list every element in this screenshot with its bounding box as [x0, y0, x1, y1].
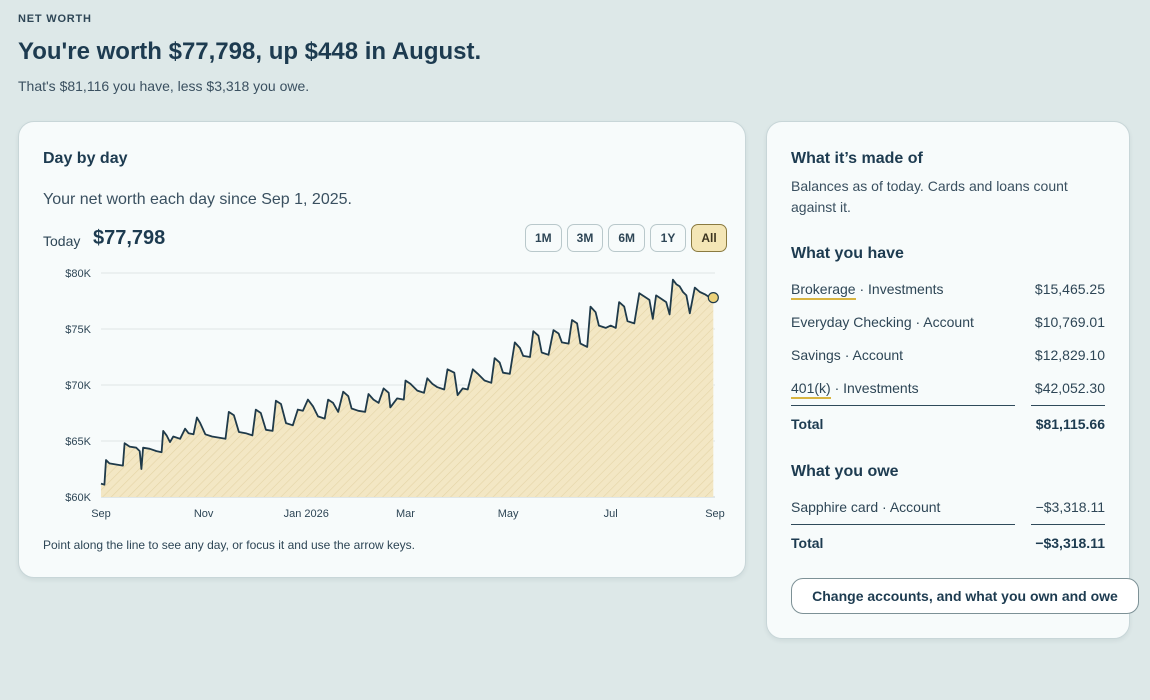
have-total-row: Total $81,115.66: [791, 416, 1105, 436]
divider: [1031, 524, 1105, 525]
x-tick-label: May: [498, 508, 519, 520]
day-by-day-card: Day by day Your net worth each day since…: [18, 121, 746, 578]
day-by-day-title: Day by day: [43, 150, 128, 167]
y-tick-label: $80K: [65, 268, 91, 280]
what-you-have-heading: What you have: [791, 245, 904, 262]
net-worth-chart[interactable]: $60K $65K $70K $75K $80K Sep Nov Jan 2026 Mar Ma…: [19, 122, 747, 532]
y-tick-label: $75K: [65, 324, 91, 336]
net-worth-line: [100, 278, 714, 486]
account-type: · Account: [878, 499, 941, 515]
x-tick-label: Nov: [194, 508, 214, 520]
account-name-link[interactable]: 401(k): [791, 380, 831, 399]
divider: [791, 524, 1015, 525]
account-name: Everyday Checking: [791, 314, 912, 330]
account-name: Sapphire card: [791, 499, 879, 515]
account-type: · Account: [911, 314, 974, 330]
x-tick-label: Sep: [91, 508, 111, 520]
account-row-savings: Savings · Account $12,829.10: [791, 347, 1105, 367]
y-tick-label: $65K: [65, 436, 91, 448]
x-tick-label: Sep: [705, 508, 725, 520]
range-6m-button[interactable]: 6M: [608, 224, 646, 252]
account-amount: $12,829.10: [1034, 347, 1105, 363]
chart-hint: Point along the line to see any day, or …: [43, 538, 415, 552]
made-of-description: Balances as of today. Cards and loans co…: [791, 178, 1068, 215]
account-type: · Investments: [855, 281, 944, 297]
range-selector: 1M 3M 6M 1Y All: [525, 224, 728, 252]
account-row-everyday-checking: Everyday Checking · Account $10,769.01: [791, 314, 1105, 334]
made-of-title: What it’s made of: [791, 150, 923, 167]
have-total-amount: $81,115.66: [1035, 416, 1105, 432]
eyebrow-label: NET WORTH: [18, 13, 92, 25]
account-type: · Investments: [830, 380, 919, 396]
account-amount: −$3,318.11: [1035, 499, 1105, 515]
divider: [1031, 405, 1105, 406]
account-row-401k[interactable]: 401(k) · Investments $42,052.30: [791, 380, 1105, 400]
total-label: Total: [791, 535, 824, 551]
today-marker: [707, 292, 719, 304]
made-of-card: What it’s made of Balances as of today. …: [766, 121, 1139, 639]
today-label: Today: [43, 233, 81, 249]
divider: [791, 405, 1015, 406]
owe-total-amount: −$3,318.11: [1035, 535, 1105, 551]
x-tick-label: Jul: [604, 508, 618, 520]
account-amount: $42,052.30: [1034, 380, 1105, 396]
total-label: Total: [791, 416, 824, 432]
chart-description: Your net worth each day since Sep 1, 202…: [43, 191, 352, 208]
range-3m-button[interactable]: 3M: [566, 224, 604, 252]
account-row-sapphire-card: Sapphire card · Account −$3,318.11: [791, 499, 1105, 519]
change-accounts-button[interactable]: Change accounts, and what you own and ow…: [791, 578, 1139, 614]
page-headline: You're worth $77,798, up $448 in August.: [18, 38, 482, 65]
account-amount: $10,769.01: [1034, 314, 1105, 330]
owe-total-row: Total −$3,318.11: [791, 535, 1105, 555]
range-1m-button[interactable]: 1M: [525, 224, 562, 252]
y-tick-label: $60K: [65, 492, 91, 504]
range-all-button[interactable]: All: [691, 224, 728, 252]
what-you-owe-heading: What you owe: [791, 463, 899, 480]
today-value: $77,798: [93, 227, 166, 249]
x-tick-label: Jan 2026: [284, 508, 329, 520]
account-type: · Account: [840, 347, 904, 363]
account-name-link[interactable]: Brokerage: [791, 281, 856, 300]
net-worth-area: [101, 279, 714, 497]
account-name: Savings: [791, 347, 841, 363]
account-row-brokerage[interactable]: Brokerage · Investments $15,465.25: [791, 281, 1105, 301]
account-amount: $15,465.25: [1034, 281, 1105, 297]
range-1y-button[interactable]: 1Y: [650, 224, 687, 252]
x-tick-label: Mar: [396, 508, 415, 520]
page-subline: That's $81,116 you have, less $3,318 you…: [18, 78, 310, 94]
y-tick-label: $70K: [65, 380, 91, 392]
